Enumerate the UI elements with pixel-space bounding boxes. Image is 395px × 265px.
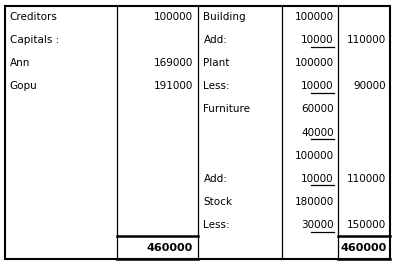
Text: Creditors: Creditors [10,12,58,22]
Text: 110000: 110000 [347,174,386,184]
Text: 180000: 180000 [295,197,334,207]
Text: 100000: 100000 [154,12,193,22]
Text: Add:: Add: [203,35,227,45]
Text: 40000: 40000 [301,127,334,138]
Text: 10000: 10000 [301,81,334,91]
Text: Building: Building [203,12,246,22]
Text: 100000: 100000 [295,58,334,68]
Text: 10000: 10000 [301,35,334,45]
Text: Plant: Plant [203,58,230,68]
Text: 460000: 460000 [340,243,386,253]
Text: Add:: Add: [203,174,227,184]
Text: Furniture: Furniture [203,104,250,114]
Text: Gopu: Gopu [10,81,38,91]
Text: 191000: 191000 [153,81,193,91]
Text: Ann: Ann [10,58,30,68]
Text: Capitals :: Capitals : [10,35,59,45]
Text: 150000: 150000 [347,220,386,230]
Text: Less:: Less: [203,81,230,91]
Text: 169000: 169000 [153,58,193,68]
Text: Stock: Stock [203,197,232,207]
Text: 60000: 60000 [301,104,334,114]
Text: 100000: 100000 [295,151,334,161]
Text: 30000: 30000 [301,220,334,230]
Text: 460000: 460000 [147,243,193,253]
Text: 10000: 10000 [301,174,334,184]
Text: 110000: 110000 [347,35,386,45]
Text: Less:: Less: [203,220,230,230]
Text: 90000: 90000 [354,81,386,91]
Text: 100000: 100000 [295,12,334,22]
